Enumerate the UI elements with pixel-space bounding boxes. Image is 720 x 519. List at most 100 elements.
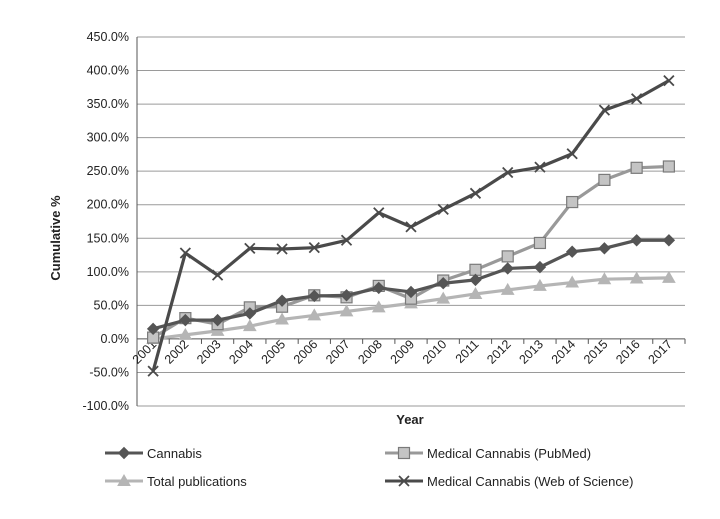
data-point [437,203,449,216]
data-point [630,161,643,174]
data-point [146,322,160,336]
data-point [405,221,417,233]
series-medical-cannabis-web-of-science [147,74,675,377]
x-tick-label: 2009 [388,337,418,367]
legend: Cannabis Medical Cannabis (PubMed) Total p… [105,446,633,489]
data-point [275,312,289,325]
data-point [372,281,385,295]
y-axis-title: Cumulative % [48,195,63,281]
data-point [597,272,612,285]
data-point [469,187,482,199]
data-point [662,234,676,247]
data-point [179,247,191,259]
legend-item: Total publications [105,473,247,489]
data-point [598,242,611,255]
legend-label: Cannabis [147,446,202,461]
x-tick-label: 2016 [613,337,643,367]
gridlines [137,36,685,407]
data-point [242,319,257,332]
x-tick-label: 2007 [323,337,353,367]
x-tick-label: 2003 [194,337,224,367]
data-point [179,313,192,327]
data-point [565,275,580,288]
y-tick-label: 100.0% [87,265,129,279]
data-point [307,308,322,321]
data-point [565,245,579,258]
data-point [436,291,451,304]
data-point [275,294,289,307]
data-point [501,262,514,275]
data-point [340,234,353,246]
data-point [468,286,483,299]
x-tick-label: 2015 [581,337,611,367]
series-line [152,238,669,331]
legend-item: Medical Cannabis (Web of Science) [385,474,633,489]
data-point [566,195,579,209]
data-point [211,313,224,327]
data-point [663,74,675,87]
data-point [630,234,643,247]
x-tick-label: 2002 [162,337,192,367]
y-tick-label: 200.0% [87,198,129,212]
data-point [534,161,546,173]
y-tick-label: 300.0% [87,131,129,145]
axes: -100.0% -50.0% 0.0% 50.0% 100.0% 150.0% 200.0%… [82,30,686,413]
data-point [244,242,256,254]
x-tick-label: 2012 [484,337,514,367]
data-point [308,242,320,254]
x-tick-label: 2004 [226,337,256,367]
data-point [662,270,676,283]
x-tick-label: 2017 [645,337,675,367]
series-cannabis [146,234,676,336]
data-point [147,365,159,377]
data-point [631,93,643,105]
y-tick-label: 350.0% [87,97,129,111]
data-point [371,300,386,313]
series-line [152,164,669,339]
legend-label: Total publications [147,474,247,489]
x-tick-label: 2008 [355,337,385,367]
data-point [533,278,547,291]
data-point [662,160,675,173]
data-point [211,269,224,281]
y-tick-label: 50.0% [94,298,129,312]
data-point [243,307,257,320]
data-point [340,289,353,302]
data-point [533,236,547,250]
series-total-publications [146,270,676,344]
legend-marker [397,446,411,460]
data-point [566,148,578,160]
legend-item: Cannabis [105,446,202,461]
data-point [629,271,644,284]
y-tick-label: -100.0% [82,399,129,413]
y-tick-label: 450.0% [87,30,129,44]
y-tick-label: 250.0% [87,164,129,178]
data-point [308,289,321,303]
x-tick-label: 2010 [420,337,450,367]
legend-marker [117,446,131,460]
data-point [469,273,482,287]
data-point [533,260,547,274]
legend-label: Medical Cannabis (Web of Science) [427,474,633,489]
data-point [598,173,611,187]
data-point [404,285,418,299]
x-axis-title: Year [396,412,423,427]
data-point [502,166,514,179]
data-point [373,207,385,219]
x-tick-label: 2013 [516,337,546,367]
y-tick-label: 400.0% [87,64,129,78]
data-point [339,304,354,317]
series-medical-cannabis-pubmed [147,160,675,344]
data-point [469,263,482,276]
legend-marker [117,473,131,486]
data-point [501,250,514,263]
data-point [598,104,611,116]
x-tick-label: 2005 [259,337,289,367]
series [146,74,676,377]
y-tick-label: 150.0% [87,231,129,245]
y-tick-label: -50.0% [89,365,129,379]
x-tick-label: 2014 [549,337,579,367]
x-tick-label: 2006 [291,337,321,367]
